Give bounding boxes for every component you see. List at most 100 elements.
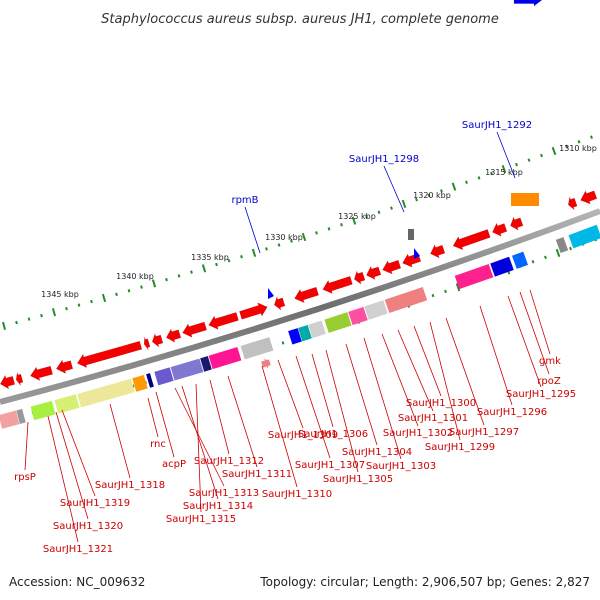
label-leader-lines [24,131,551,543]
ring-tick [501,164,507,174]
ring-tick [455,283,461,292]
ring-tick [215,262,218,267]
gene-arrow [239,302,268,320]
ring-tick [265,247,268,251]
leader-line [195,383,202,513]
gene-label: SaurJH1_1303 [366,461,436,472]
ring-tick [569,246,572,251]
gene-label: rpoZ [537,376,561,387]
gene-label: SaurJH1_1292 [462,120,532,131]
leader-line [47,415,79,543]
genome-summary-text: Topology: circular; Length: 2,906,507 bp… [259,575,590,589]
ring-tick [377,210,381,215]
gene-block [261,359,271,368]
ring-tick [190,270,193,274]
gene-arrow [452,229,491,251]
gene-arrow [402,253,422,268]
gene-block [0,410,20,429]
leader-line [529,289,551,355]
ring-tick [165,277,168,282]
gene-block [208,347,242,370]
ring-tick [427,193,431,198]
ring-tick [431,293,435,298]
kbp-label: 1310 kbp [559,144,597,153]
ring-tick [177,274,181,278]
leader-line [147,397,159,438]
kbp-label: 1325 kbp [338,212,376,221]
gene-arrow [165,328,182,343]
kbp-label: 1315 kbp [485,168,523,177]
gene-arrow [208,312,239,330]
kbp-scale: 1345 kbp 1340 kbp 1335 kbp 1330 kbp 1325 kbp… [41,144,597,299]
ring-tick [151,279,157,288]
gene-block [348,306,368,326]
gene-label: SaurJH1_1300 [406,398,476,409]
ring-tick [544,255,547,260]
ring-tick [90,299,93,304]
gene-arrow [182,321,208,338]
gene-label: SaurJH1_1313 [189,488,259,499]
kbp-label: 1340 kbp [116,272,154,281]
gene-label: SaurJH1_1318 [95,480,165,491]
gene-block [364,300,388,320]
gene-arrow [322,275,353,295]
gene-arrow [513,0,543,7]
gene-arrow [273,295,286,311]
ring-tick [340,223,343,227]
kbp-label: 1335 kbp [191,253,229,262]
gene-block [298,324,312,342]
ring-tick [301,232,307,242]
ring-tick [27,317,31,321]
leader-line [363,337,402,460]
gene-label: SaurJH1_1306 [298,429,368,440]
gene-label: SaurJH1_1304 [342,447,412,458]
gene-block [408,229,414,240]
gene-arrow [143,336,151,351]
kbp-label: 1320 kbp [413,191,451,200]
gene-arrow [567,195,578,211]
ring-tick [451,182,457,191]
ring-tick [240,255,243,259]
gene-label: SaurJH1_1302 [383,428,453,439]
gene-block [240,337,274,360]
ring-tick [527,158,531,162]
gene-label: SaurJH1_1299 [425,442,495,453]
kbp-label: 1330 kbp [265,233,303,242]
gene-label: acpP [162,459,186,470]
leader-line [174,387,225,487]
gene-block [54,394,80,414]
gene-label: rpmB [231,195,258,206]
ring-tick [127,289,131,293]
gene-arrow [15,372,24,386]
ring-tick [15,320,18,325]
ring-tick [390,206,393,210]
ring-tick [565,144,568,149]
gene-label: SaurJH1_1297 [449,427,519,438]
ring-tick [1,321,7,331]
gene-label: gmk [539,356,561,367]
gene-block [324,312,352,333]
gene-block [568,224,600,249]
gene-label: SaurJH1_1307 [295,460,365,471]
ring-tick [140,285,143,289]
ring-tick [590,135,593,139]
ring-tick [555,248,561,258]
accession-text: Accession: NC_009632 [9,575,145,589]
gene-block [555,237,569,254]
leader-line [244,206,261,254]
ring-tick [540,153,543,158]
gene-block [288,328,302,345]
ring-tick [315,231,318,235]
ring-tick [477,176,481,180]
gene-label: SaurJH1_1296 [477,407,547,418]
gene-block [384,286,428,314]
leader-line [381,333,419,427]
gene-arrow [382,259,402,275]
ring-tick [401,199,407,208]
rna-marker [414,248,420,259]
ring-tick [51,308,57,317]
gene-block [490,256,514,277]
leader-line [383,165,405,213]
gene-arrow [151,332,164,348]
leader-line [109,403,131,479]
